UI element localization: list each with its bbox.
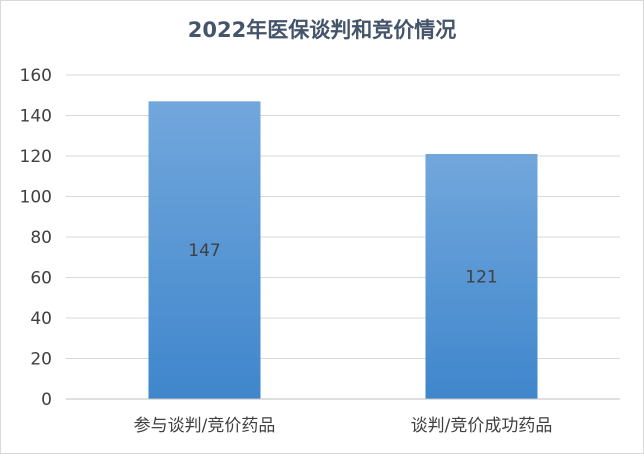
y-tick-label: 120 <box>20 147 52 167</box>
labels: 0 20 40 60 80 100 120 140 160 147 参与谈判/竞价药品 121 谈判/竞… <box>20 66 553 436</box>
chart-title: 2022年医保谈判和竞价情况 <box>187 18 457 42</box>
bars <box>148 101 538 399</box>
bar <box>425 153 538 399</box>
bar <box>148 101 261 399</box>
data-label: 147 <box>188 241 220 261</box>
x-category-label: 谈判/竞价成功药品 <box>411 416 553 436</box>
data-label: 121 <box>465 267 497 287</box>
y-tick-label: 80 <box>30 228 52 248</box>
y-tick-label: 140 <box>20 107 52 127</box>
y-tick-label: 160 <box>20 66 52 86</box>
y-tick-label: 100 <box>20 188 52 208</box>
y-tick-label: 20 <box>30 350 52 370</box>
y-tick-label: 60 <box>30 269 52 289</box>
y-tick-label: 0 <box>41 390 52 410</box>
x-category-label: 参与谈判/竞价药品 <box>134 416 276 436</box>
y-tick-label: 40 <box>30 309 52 329</box>
